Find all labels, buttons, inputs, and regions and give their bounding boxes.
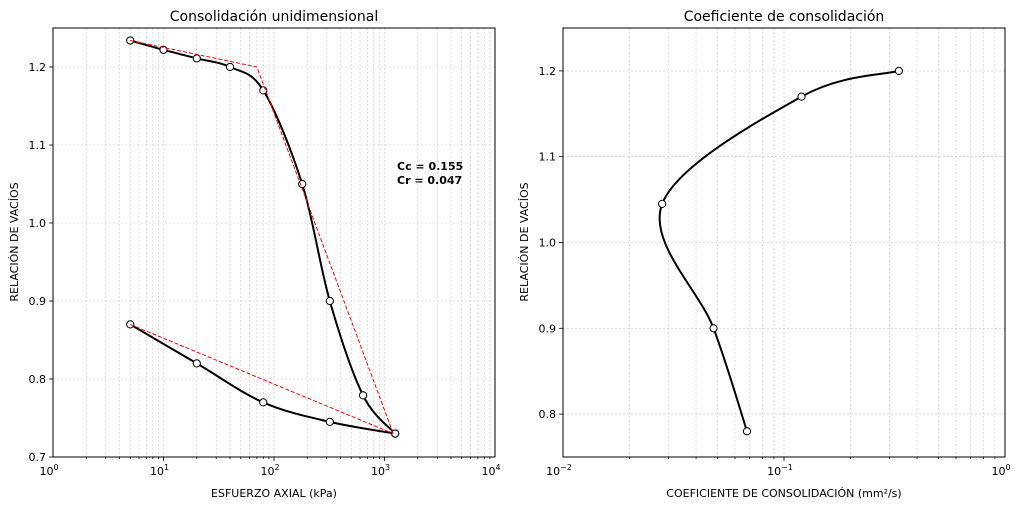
data-point bbox=[325, 296, 334, 306]
x-tick-exponent: −2 bbox=[560, 463, 572, 472]
y-tick-label: 0.8 bbox=[539, 408, 557, 421]
x-tick-exponent: 4 bbox=[495, 463, 500, 472]
y-tick-label: 1.0 bbox=[29, 217, 47, 230]
y-tick-label: 0.7 bbox=[29, 451, 47, 464]
y-tick-label: 1.1 bbox=[29, 139, 47, 152]
x-tick-label: 100 bbox=[991, 463, 1010, 478]
data-point bbox=[742, 427, 752, 436]
y-tick-label: 1.2 bbox=[29, 61, 47, 74]
data-point bbox=[358, 391, 368, 400]
x-axis-label: ESFUERZO AXIAL (kPa) bbox=[211, 487, 337, 500]
curve-carga bbox=[129, 39, 396, 435]
data-point bbox=[259, 398, 268, 407]
data-point bbox=[192, 54, 201, 63]
data-point bbox=[658, 199, 667, 208]
cv-plot: Coeficiente de consolidación COEFICIENTE… bbox=[518, 9, 1011, 500]
x-tick-label: 104 bbox=[481, 463, 500, 478]
data-point bbox=[797, 92, 806, 101]
plot-title: Consolidación unidimensional bbox=[170, 9, 378, 25]
consolidation-plot: Consolidación unidimensional ESFUERZO AX… bbox=[8, 9, 501, 500]
x-tick-label: 101 bbox=[150, 463, 169, 478]
y-tick-label: 0.8 bbox=[29, 373, 47, 386]
data-point bbox=[225, 62, 235, 72]
data-point bbox=[894, 66, 903, 76]
x-axis-label: COEFICIENTE DE CONSOLIDACIÓN (mm²/s) bbox=[666, 487, 901, 500]
y-axis-label: RELACIÓN DE VACÍOS bbox=[518, 182, 531, 301]
x-tick-label: 103 bbox=[371, 463, 390, 478]
x-tick-exponent: −1 bbox=[781, 463, 793, 472]
x-tick-exponent: 0 bbox=[1005, 463, 1010, 472]
plot-frame bbox=[562, 27, 1006, 458]
plot-title: Coeficiente de consolidación bbox=[684, 9, 885, 25]
cr-annotation: Cr = 0.047 bbox=[397, 174, 462, 187]
plot-frame bbox=[52, 27, 496, 458]
x-tick-label: 100 bbox=[39, 463, 58, 478]
y-tick-label: 1.1 bbox=[539, 151, 557, 164]
y-tick-label: 0.9 bbox=[29, 295, 47, 308]
x-tick-exponent: 1 bbox=[164, 463, 169, 472]
reference-line-CcCr bbox=[130, 39, 394, 434]
reference-line-Cr bbox=[130, 323, 394, 435]
x-tick-label: 102 bbox=[260, 463, 279, 478]
data-point bbox=[709, 324, 718, 333]
y-tick-label: 1.0 bbox=[539, 237, 557, 250]
curve-cv bbox=[658, 69, 900, 432]
data-point bbox=[325, 417, 334, 426]
data-point bbox=[391, 429, 400, 438]
x-tick-label: 10−1 bbox=[767, 463, 793, 478]
data-point bbox=[192, 359, 201, 368]
y-tick-label: 1.2 bbox=[539, 65, 557, 78]
data-point bbox=[298, 179, 307, 189]
y-axis-label: RELACIÓN DE VACÍOS bbox=[8, 182, 21, 301]
cc-annotation: Cc = 0.155 bbox=[397, 160, 463, 173]
data-point bbox=[259, 86, 268, 95]
x-tick-exponent: 2 bbox=[274, 463, 279, 472]
data-point bbox=[159, 45, 168, 54]
x-tick-exponent: 0 bbox=[53, 463, 58, 472]
x-tick-exponent: 3 bbox=[385, 463, 390, 472]
x-tick-label: 10−2 bbox=[546, 463, 572, 478]
y-tick-label: 0.9 bbox=[539, 322, 557, 335]
